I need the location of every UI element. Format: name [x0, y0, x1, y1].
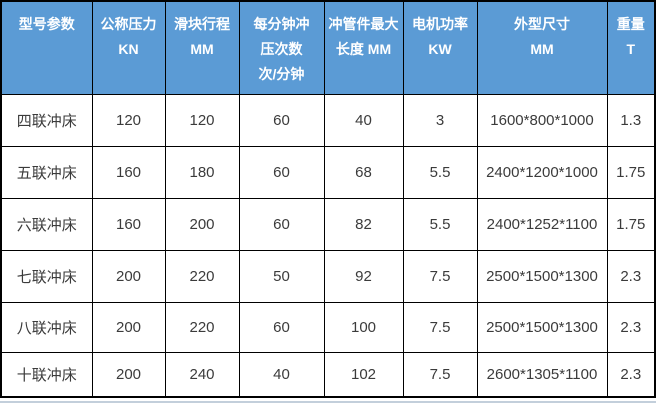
value-cell: 2.3: [606, 351, 656, 398]
value-cell: 2600*1305*1100: [476, 351, 608, 398]
value-cell: 180: [164, 145, 240, 199]
value-cell: 200: [164, 197, 240, 251]
value-cell: 1.75: [606, 145, 656, 199]
value-cell: 1.3: [606, 93, 656, 147]
header-model-params: 型号参数: [0, 0, 93, 95]
value-cell: 220: [164, 249, 240, 303]
value-cell: 82: [323, 197, 404, 251]
header-dimensions: 外型尺寸 MM: [476, 0, 608, 95]
table-row-shi-lian: 十联冲床 200 240 40 102 7.5 2600*1305*1100 2…: [0, 351, 656, 398]
value-cell: 7.5: [402, 301, 478, 353]
value-cell: 240: [164, 351, 240, 398]
table-body: 四联冲床 120 120 60 40 3 1600*800*1000 1.3 五…: [0, 93, 656, 398]
table-row-liu-lian: 六联冲床 160 200 60 82 5.5 2400*1252*1100 1.…: [0, 197, 656, 251]
value-cell: 2.3: [606, 301, 656, 353]
value-cell: 200: [91, 301, 166, 353]
value-cell: 102: [323, 351, 404, 398]
value-cell: 120: [91, 93, 166, 147]
header-strokes-per-minute: 每分钟冲 压次数 次/分钟: [238, 0, 325, 95]
value-cell: 60: [238, 93, 325, 147]
value-cell: 60: [238, 301, 325, 353]
model-cell: 六联冲床: [0, 197, 93, 251]
value-cell: 5.5: [402, 145, 478, 199]
value-cell: 2400*1252*1100: [476, 197, 608, 251]
value-cell: 68: [323, 145, 404, 199]
model-cell: 十联冲床: [0, 351, 93, 398]
model-cell: 八联冲床: [0, 301, 93, 353]
partial-next-row-strip: [0, 401, 656, 403]
header-motor-power: 电机功率 KW: [402, 0, 478, 95]
value-cell: 1600*800*1000: [476, 93, 608, 147]
value-cell: 160: [91, 145, 166, 199]
header-slider-stroke: 滑块行程 MM: [164, 0, 240, 95]
value-cell: 60: [238, 197, 325, 251]
value-cell: 120: [164, 93, 240, 147]
value-cell: 60: [238, 145, 325, 199]
model-cell: 七联冲床: [0, 249, 93, 303]
model-cell: 四联冲床: [0, 93, 93, 147]
value-cell: 7.5: [402, 351, 478, 398]
value-cell: 1.75: [606, 197, 656, 251]
value-cell: 160: [91, 197, 166, 251]
value-cell: 5.5: [402, 197, 478, 251]
table-row-wu-lian: 五联冲床 160 180 60 68 5.5 2400*1200*1000 1.…: [0, 145, 656, 199]
value-cell: 3: [402, 93, 478, 147]
value-cell: 200: [91, 249, 166, 303]
value-cell: 7.5: [402, 249, 478, 303]
header-max-pipe-length: 冲管件最大 长度 MM: [323, 0, 404, 95]
value-cell: 2500*1500*1300: [476, 249, 608, 303]
value-cell: 200: [91, 351, 166, 398]
value-cell: 2400*1200*1000: [476, 145, 608, 199]
value-cell: 100: [323, 301, 404, 353]
value-cell: 40: [238, 351, 325, 398]
value-cell: 2500*1500*1300: [476, 301, 608, 353]
model-cell: 五联冲床: [0, 145, 93, 199]
value-cell: 2.3: [606, 249, 656, 303]
value-cell: 50: [238, 249, 325, 303]
table-row-ba-lian: 八联冲床 200 220 60 100 7.5 2500*1500*1300 2…: [0, 301, 656, 353]
header-nominal-pressure: 公称压力 KN: [91, 0, 166, 95]
table-row-qi-lian: 七联冲床 200 220 50 92 7.5 2500*1500*1300 2.…: [0, 249, 656, 303]
table-header: 型号参数 公称压力 KN 滑块行程 MM 每分钟冲 压次数 次/分钟 冲管件最大…: [0, 0, 656, 95]
header-row: 型号参数 公称压力 KN 滑块行程 MM 每分钟冲 压次数 次/分钟 冲管件最大…: [0, 0, 656, 95]
table-row-si-lian: 四联冲床 120 120 60 40 3 1600*800*1000 1.3: [0, 93, 656, 147]
value-cell: 40: [323, 93, 404, 147]
value-cell: 220: [164, 301, 240, 353]
header-weight: 重量 T: [606, 0, 656, 95]
value-cell: 92: [323, 249, 404, 303]
